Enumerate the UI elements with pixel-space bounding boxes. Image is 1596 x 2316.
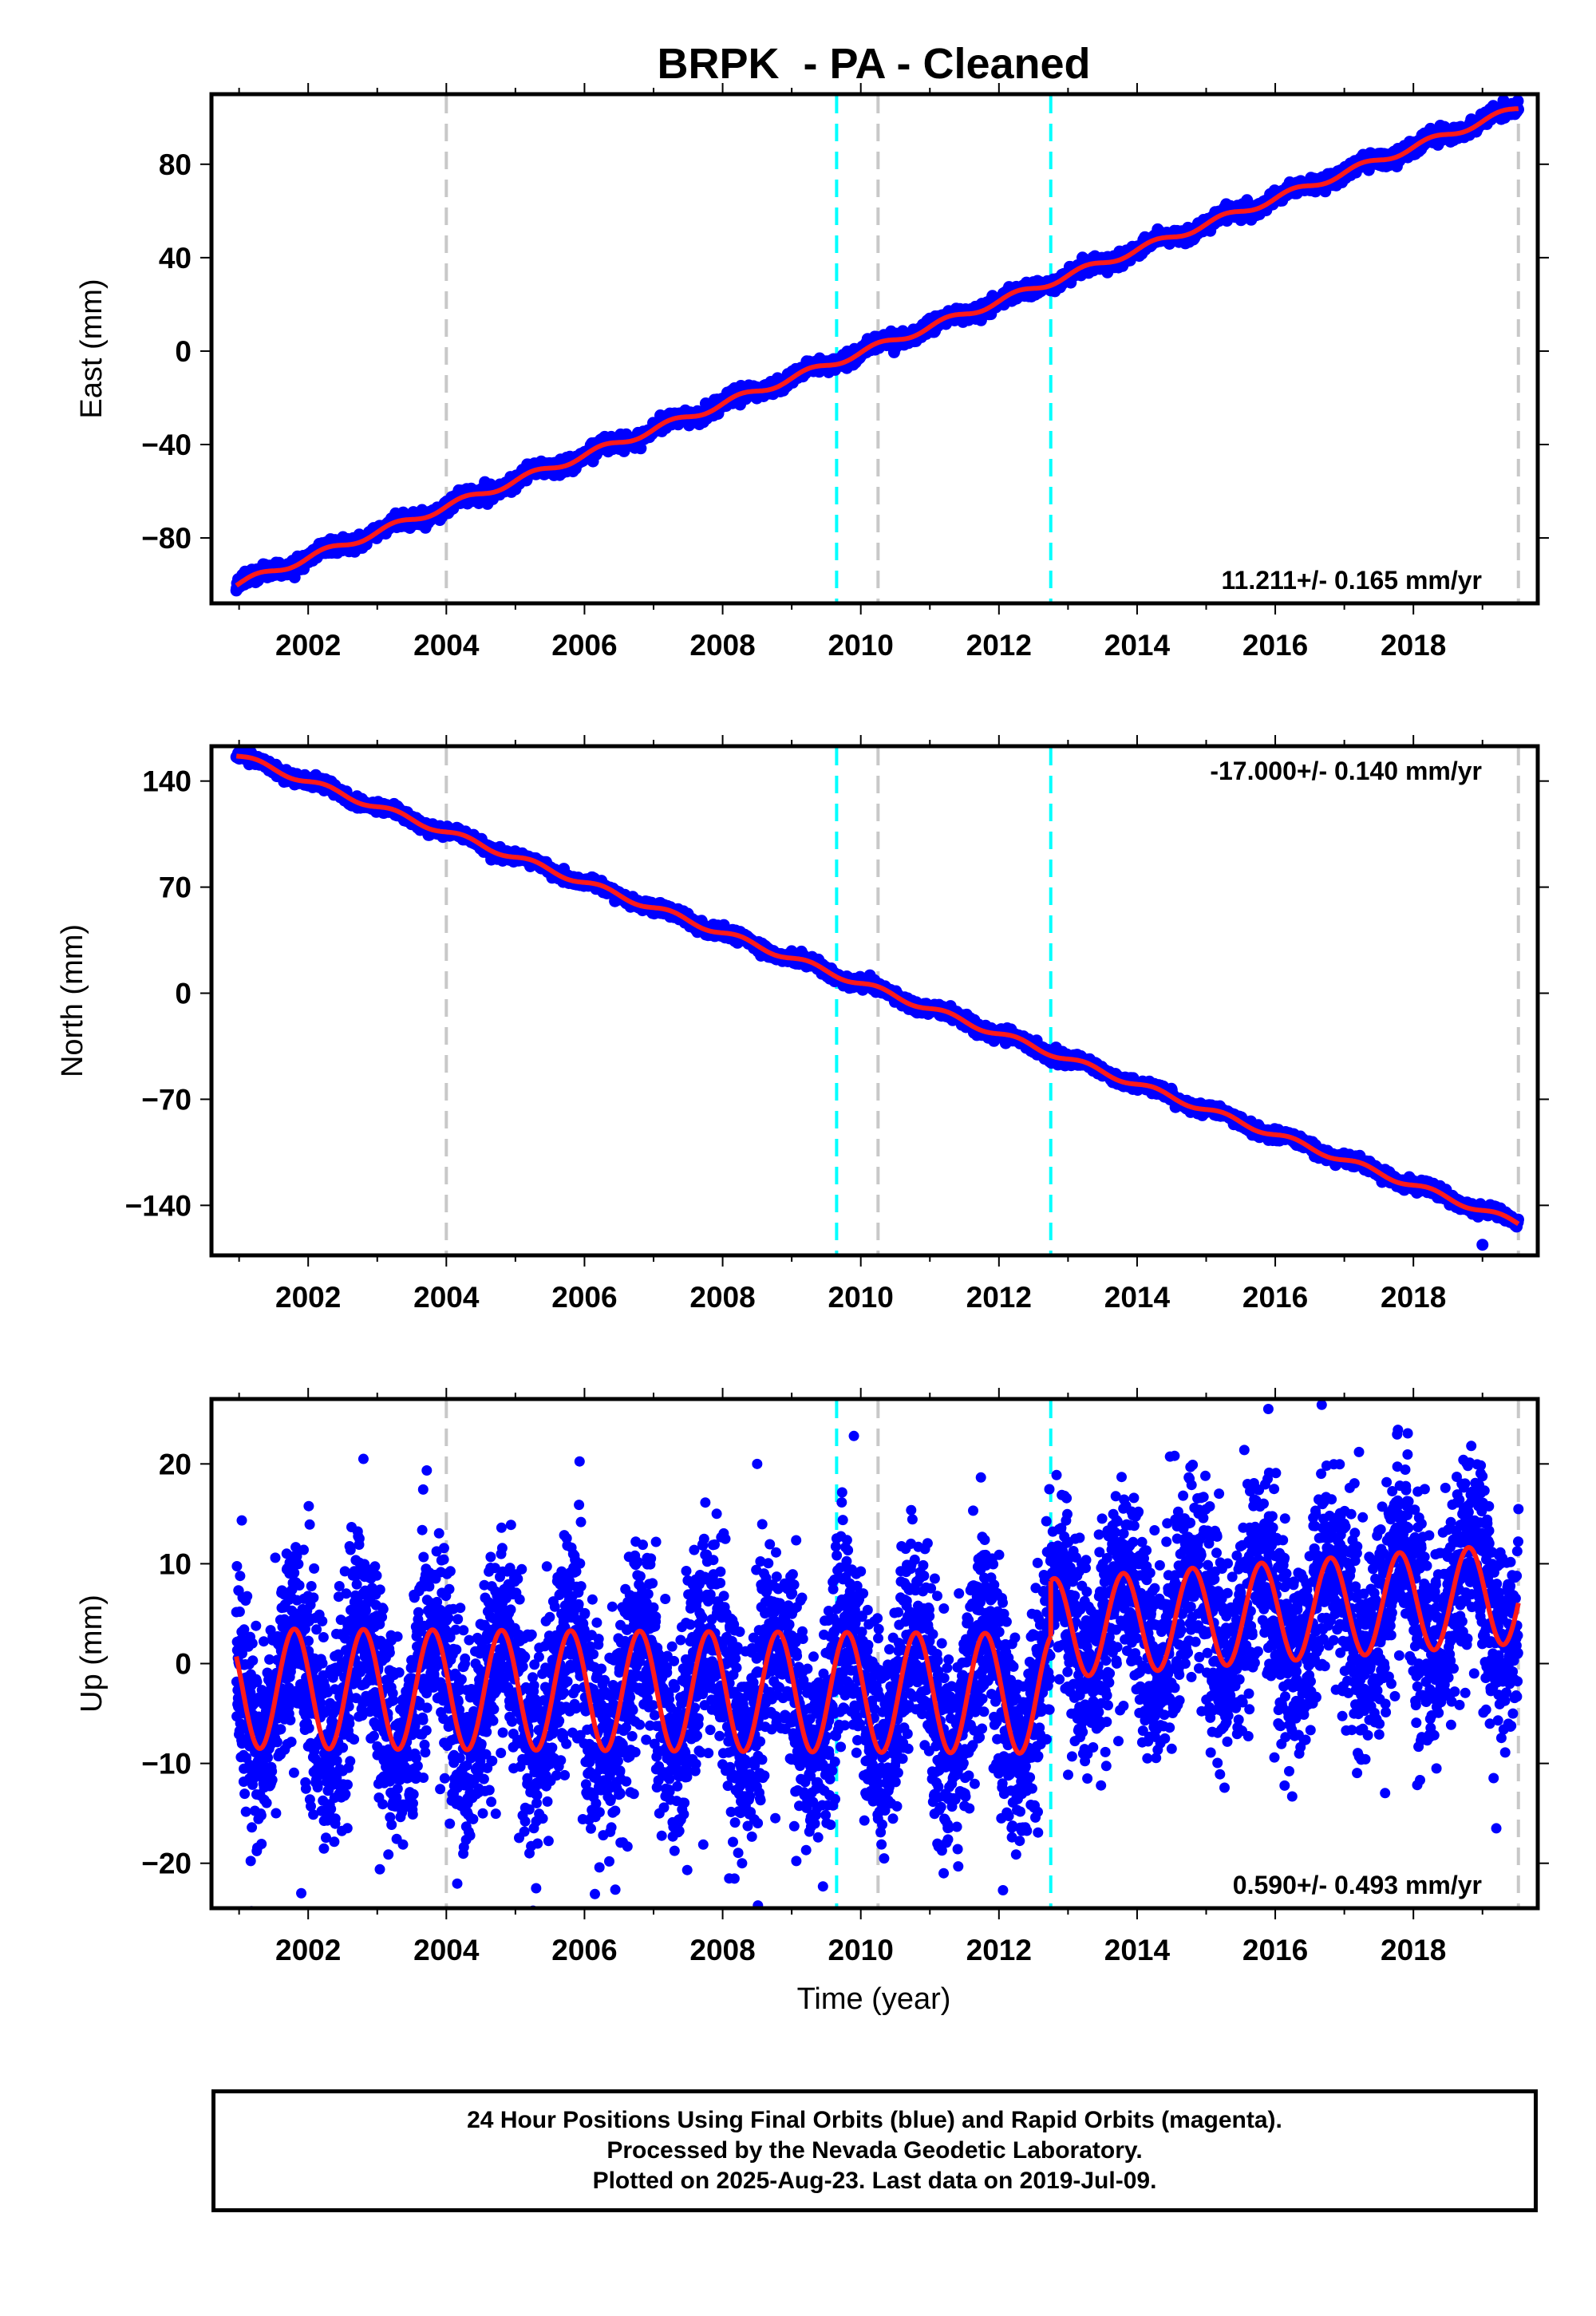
- model-fit-curve: [235, 106, 1519, 588]
- y-tick-label: 0: [175, 335, 192, 368]
- x-tick-label: 2012: [966, 629, 1032, 662]
- x-tick-label: 2002: [275, 629, 341, 662]
- x-tick-label: 2008: [689, 629, 755, 662]
- x-tick-label: 2006: [551, 629, 617, 662]
- y-tick-label: 40: [159, 242, 192, 275]
- x-tick-label: 2014: [1104, 629, 1171, 662]
- east-panel: 2002 2004 2006 2008 2010 2012 2014 2016 2018 80 40…: [75, 83, 1549, 662]
- y-axis-label: East (mm): [75, 279, 109, 418]
- x-tick-label: 2018: [1381, 629, 1446, 662]
- y-tick-label: 80: [159, 148, 192, 181]
- figure-title: BRPK - PA - Cleaned: [657, 40, 1090, 88]
- x-tick-label: 2010: [828, 629, 894, 662]
- y-tick-label: −40: [141, 429, 192, 461]
- north-panel: 2002 2004 2006 2008 2010 2012 2014 2016 20181407…: [56, 735, 1549, 1314]
- plot-frame: [209, 92, 1540, 606]
- rate-label: 11.211+/- 0.165 mm/yr: [1222, 566, 1482, 595]
- y-tick-label: −80: [141, 522, 192, 555]
- x-tick-label: 2016: [1242, 629, 1308, 662]
- data-point: [1511, 95, 1524, 108]
- x-tick-label: 2004: [413, 629, 480, 662]
